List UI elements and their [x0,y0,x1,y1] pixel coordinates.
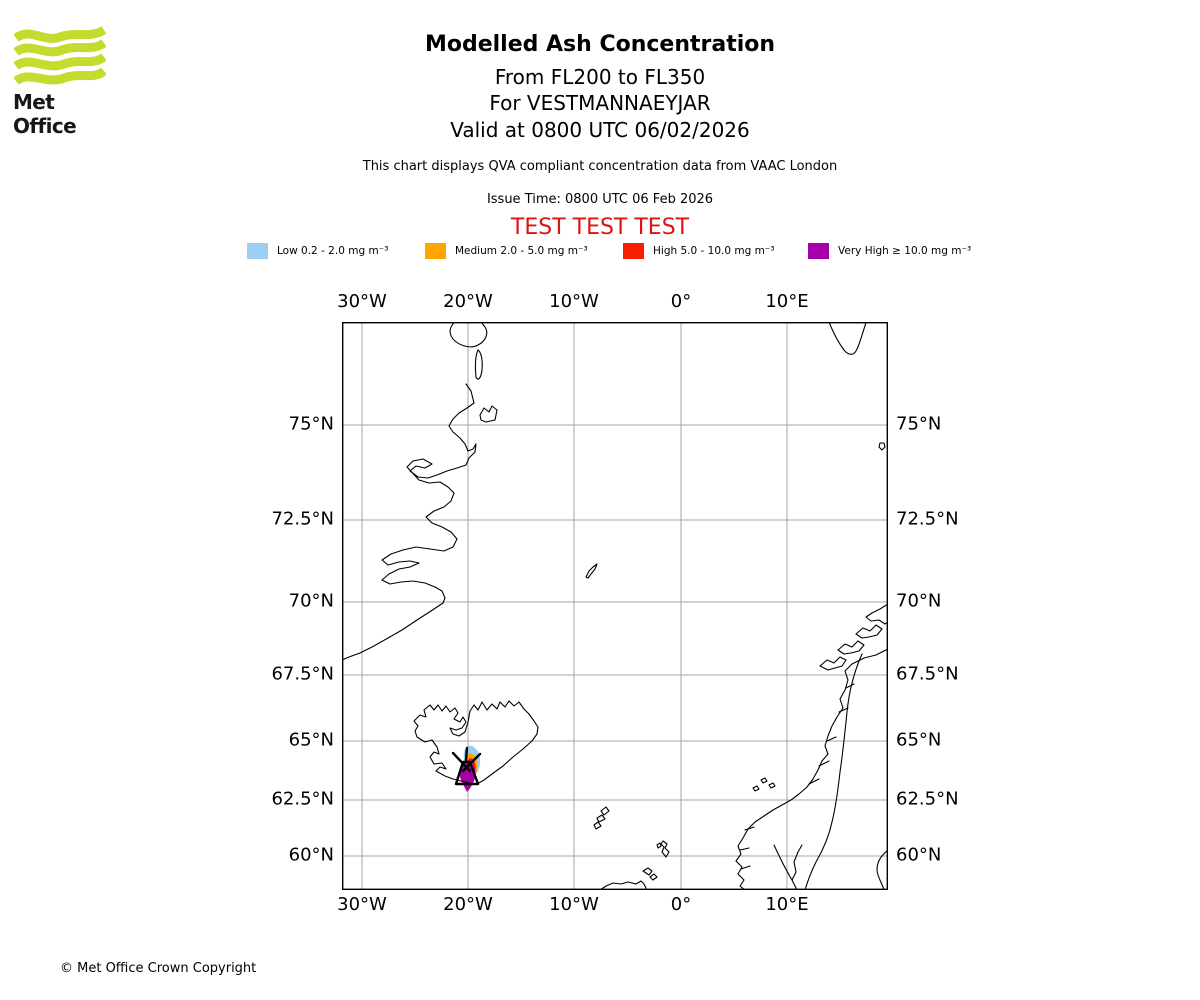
legend-label-medium: Medium 2.0 - 5.0 mg m⁻³ [455,245,588,257]
copyright: © Met Office Crown Copyright [60,961,257,976]
norway-archipelago [837,640,865,655]
lat-tick-label: 72.5°N [271,508,334,530]
norway-inner-coastline [804,653,863,890]
map-frame [342,322,888,890]
subtitle-location: For VESTMANNAEYJAR [489,91,711,115]
oslofjord-coastline [773,844,803,890]
lon-tick-label: 10°W [549,894,599,915]
issue-time: Issue Time: 0800 UTC 06 Feb 2026 [486,192,714,207]
lon-tick-label: 20°W [443,894,493,915]
norway-fjords [739,683,855,870]
lat-tick-label: 72.5°N [896,508,959,530]
lon-tick-label: 30°W [337,894,387,915]
scotland-coastline [599,880,647,890]
lon-tick-label: 20°W [443,291,493,312]
legend-swatch-low [247,243,268,259]
chart-title: Modelled Ash Concentration [424,32,776,57]
bear-island [878,442,886,451]
legend-item-high: High 5.0 - 10.0 mg m⁻³ [623,243,775,259]
lon-tick-label: 10°E [765,291,809,312]
lon-tick-label: 10°E [765,894,809,915]
logo-text: Met Office [13,90,77,138]
test-banner: TEST TEST TEST [510,215,690,240]
legend-label-low: Low 0.2 - 2.0 mg m⁻³ [277,245,389,257]
greenland-islets [479,405,498,423]
logo-waves-icon [14,26,106,85]
subtitle-flight-levels: From FL200 to FL350 [494,65,706,89]
norway-islets [752,777,776,792]
legend-swatch-very-high [808,243,829,259]
lon-tick-label: 0° [670,894,692,915]
lat-tick-label: 60°N [288,844,334,866]
legend-item-medium: Medium 2.0 - 5.0 mg m⁻³ [425,243,588,259]
lon-tick-label: 0° [670,291,692,312]
lat-tick-label: 65°N [288,729,334,751]
lat-tick-label: 75°N [896,413,942,435]
subtitle-valid-time: Valid at 0800 UTC 06/02/2026 [450,118,750,142]
lat-tick-label: 67.5°N [896,663,959,685]
greenland-island [474,349,483,380]
norway-coastline [735,648,888,890]
sweden-coastline [876,849,888,890]
coastlines [342,322,888,890]
lon-tick-label: 30°W [337,291,387,312]
lat-tick-label: 67.5°N [271,663,334,685]
shetland-islands [656,840,670,858]
orkney-islands [642,867,658,881]
norway-archipelago [855,624,883,639]
lat-tick-label: 65°N [896,729,942,751]
legend-item-low: Low 0.2 - 2.0 mg m⁻³ [247,243,388,259]
greenland-coastline [342,383,477,661]
qva-compliance-note: This chart displays QVA compliant concen… [362,159,838,174]
iceland-coastline [413,700,539,785]
lat-tick-label: 75°N [288,413,334,435]
legend-label-very-high: Very High ≥ 10.0 mg m⁻³ [838,245,972,257]
lon-tick-label: 10°W [549,291,599,312]
jan-mayen-island [585,563,598,579]
norway-archipelago [865,603,888,625]
lat-tick-label: 62.5°N [896,788,959,810]
volcano-icon [451,746,482,786]
legend-swatch-medium [425,243,446,259]
greenland-coastline [449,322,488,348]
legend-swatch-high [623,243,644,259]
norway-archipelago [819,656,847,671]
lat-tick-label: 70°N [896,590,942,612]
legend-label-high: High 5.0 - 10.0 mg m⁻³ [653,245,775,257]
map-graticule [342,322,888,890]
faroe-islands [593,806,610,830]
lat-tick-label: 62.5°N [271,788,334,810]
map [342,322,888,890]
lat-tick-label: 60°N [896,844,942,866]
legend-item-very-high: Very High ≥ 10.0 mg m⁻³ [808,243,971,259]
svalbard-coastline [828,322,867,355]
lat-tick-label: 70°N [288,590,334,612]
